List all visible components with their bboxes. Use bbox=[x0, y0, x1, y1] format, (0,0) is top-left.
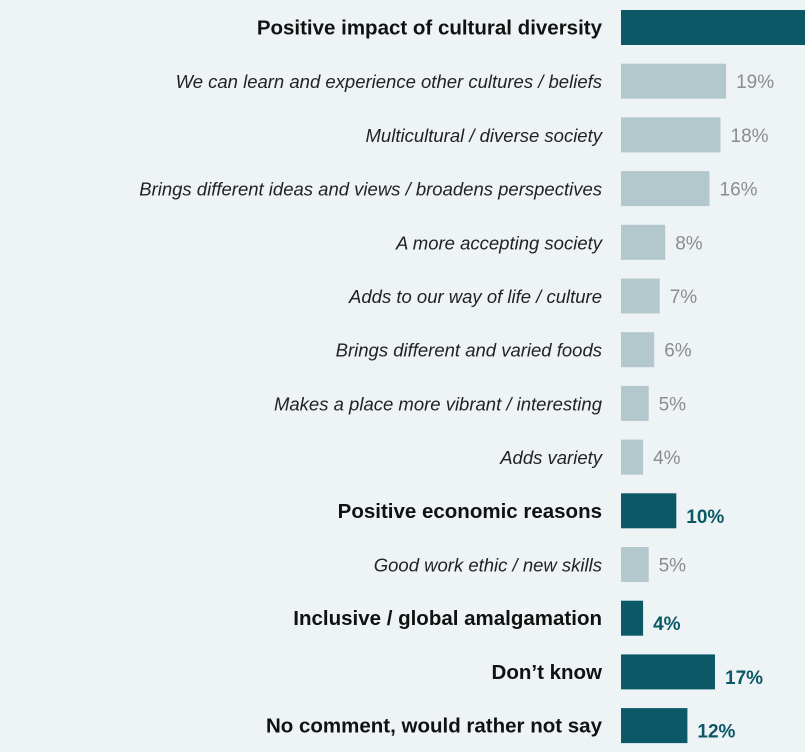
subitem-value-label: 19% bbox=[736, 72, 774, 93]
group-bar bbox=[621, 493, 677, 529]
group-bar bbox=[621, 708, 688, 744]
subitem-label: Brings different and varied foods bbox=[336, 340, 602, 361]
group-bar bbox=[621, 600, 644, 636]
subitem-label: Multicultural / diverse society bbox=[366, 125, 604, 146]
subitem-bar bbox=[621, 385, 649, 421]
group-label: Inclusive / global amalgamation bbox=[293, 607, 602, 630]
subitem-value-label: 5% bbox=[659, 394, 687, 415]
bar-rows: Positive impact of cultural diversity We … bbox=[139, 10, 805, 744]
group-value-label: 17% bbox=[725, 668, 763, 689]
subitem-value-label: 7% bbox=[670, 287, 698, 308]
subitem-label: Good work ethic / new skills bbox=[374, 555, 602, 576]
subitem-bar bbox=[621, 117, 721, 153]
subitem-value-label: 16% bbox=[720, 180, 758, 201]
subitem-bar bbox=[621, 171, 710, 207]
group-label: No comment, would rather not say bbox=[266, 715, 603, 738]
subitem-label: Adds variety bbox=[499, 447, 604, 468]
subitem-bar bbox=[621, 547, 649, 582]
group-value-label: 10% bbox=[686, 507, 724, 528]
subitem-value-label: 18% bbox=[731, 126, 769, 147]
subitem-bar bbox=[621, 278, 660, 314]
subitem-value-label: 6% bbox=[664, 341, 692, 362]
group-value-label: 12% bbox=[697, 722, 735, 743]
subitem-label: A more accepting society bbox=[395, 232, 604, 253]
subitem-bar bbox=[621, 63, 727, 99]
group-label: Don’t know bbox=[492, 661, 603, 684]
subitem-value-label: 8% bbox=[675, 233, 703, 254]
group-value-label: 4% bbox=[653, 614, 681, 635]
subitem-bar bbox=[621, 439, 644, 475]
subitem-label: Adds to our way of life / culture bbox=[348, 286, 602, 307]
group-bar bbox=[621, 654, 715, 690]
group-label: Positive impact of cultural diversity bbox=[257, 17, 603, 40]
subitem-value-label: 4% bbox=[653, 448, 681, 469]
subitem-label: Brings different ideas and views / broad… bbox=[139, 179, 602, 200]
subitem-bar bbox=[621, 224, 666, 260]
subitem-value-label: 5% bbox=[659, 556, 687, 577]
subitem-bar bbox=[621, 332, 655, 368]
group-label: Positive economic reasons bbox=[338, 500, 602, 523]
subitem-label: We can learn and experience other cultur… bbox=[176, 71, 602, 92]
subitem-label: Makes a place more vibrant / interesting bbox=[274, 393, 603, 414]
group-bar bbox=[621, 10, 805, 45]
